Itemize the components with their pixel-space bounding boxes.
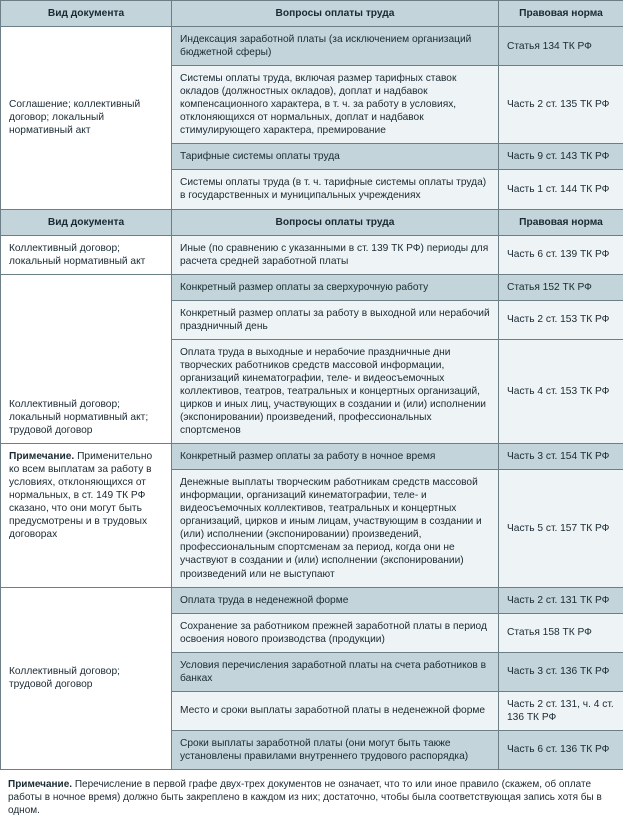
doc-cell: Коллективный договор; локальный норматив… <box>1 274 172 443</box>
table-header-row: Вид документа Вопросы оплаты труда Право… <box>1 209 623 235</box>
question-cell: Иные (по сравнению с указанными в ст. 13… <box>172 235 499 274</box>
law-cell: Часть 2 ст. 131, ч. 4 ст. 136 ТК РФ <box>499 691 623 730</box>
question-cell: Оплата труда в выходные и нерабочие праз… <box>172 339 499 443</box>
doc-cell: Коллективный договор; трудовой договор <box>1 587 172 769</box>
law-cell: Часть 2 ст. 153 ТК РФ <box>499 300 623 339</box>
col-header-doc: Вид документа <box>1 1 172 27</box>
col-header-question: Вопросы оплаты труда <box>172 209 499 235</box>
table-header-row: Вид документа Вопросы оплаты труда Право… <box>1 1 623 27</box>
table-row: Коллективный договор; локальный норматив… <box>1 235 623 274</box>
question-cell: Индексация заработной платы (за исключен… <box>172 27 499 66</box>
col-header-doc: Вид документа <box>1 209 172 235</box>
table-row: Коллективный договор; трудовой договор О… <box>1 587 623 613</box>
table-row: Примечание. Применительно ко всем выплат… <box>1 444 623 470</box>
labor-pay-table: Вид документа Вопросы оплаты труда Право… <box>0 0 623 770</box>
law-cell: Часть 4 ст. 153 ТК РФ <box>499 339 623 443</box>
table-row: Соглашение; коллективный договор; локаль… <box>1 27 623 66</box>
col-header-law: Правовая норма <box>499 1 623 27</box>
doc-cell: Коллективный договор; локальный норматив… <box>1 235 172 274</box>
law-cell: Часть 3 ст. 154 ТК РФ <box>499 444 623 470</box>
law-cell: Часть 3 ст. 136 ТК РФ <box>499 652 623 691</box>
law-cell: Статья 152 ТК РФ <box>499 274 623 300</box>
question-cell: Системы оплаты труда (в т. ч. тарифные с… <box>172 170 499 209</box>
law-cell: Часть 6 ст. 136 ТК РФ <box>499 730 623 769</box>
law-cell: Часть 2 ст. 131 ТК РФ <box>499 587 623 613</box>
law-cell: Часть 6 ст. 139 ТК РФ <box>499 235 623 274</box>
doc-cell-note: Примечание. Применительно ко всем выплат… <box>1 444 172 587</box>
question-cell: Тарифные системы оплаты труда <box>172 144 499 170</box>
question-cell: Сохранение за работником прежней заработ… <box>172 613 499 652</box>
question-cell: Системы оплаты труда, включая размер тар… <box>172 66 499 144</box>
question-cell: Денежные выплаты творческим работникам с… <box>172 470 499 587</box>
note-text: Применительно ко всем выплатам за работу… <box>9 451 152 540</box>
law-cell: Статья 158 ТК РФ <box>499 613 623 652</box>
note-label: Примечание. <box>9 451 74 462</box>
question-cell: Условия перечисления заработной платы на… <box>172 652 499 691</box>
law-cell: Часть 2 ст. 135 ТК РФ <box>499 66 623 144</box>
question-cell: Сроки выплаты заработной платы (они могу… <box>172 730 499 769</box>
question-cell: Конкретный размер оплаты за сверхурочную… <box>172 274 499 300</box>
law-cell: Статья 134 ТК РФ <box>499 27 623 66</box>
law-cell: Часть 1 ст. 144 ТК РФ <box>499 170 623 209</box>
table-row: Коллективный договор; локальный норматив… <box>1 274 623 300</box>
question-cell: Место и сроки выплаты заработной платы в… <box>172 691 499 730</box>
question-cell: Оплата труда в неденежной форме <box>172 587 499 613</box>
question-cell: Конкретный размер оплаты за работу в вых… <box>172 300 499 339</box>
footnote-text: Перечисление в первой графе двух-трех до… <box>8 779 602 816</box>
col-header-question: Вопросы оплаты труда <box>172 1 499 27</box>
footnote-label: Примечание. <box>8 779 72 790</box>
law-cell: Часть 5 ст. 157 ТК РФ <box>499 470 623 587</box>
law-cell: Часть 9 ст. 143 ТК РФ <box>499 144 623 170</box>
question-cell: Конкретный размер оплаты за работу в ноч… <box>172 444 499 470</box>
col-header-law: Правовая норма <box>499 209 623 235</box>
doc-cell: Соглашение; коллективный договор; локаль… <box>1 27 172 209</box>
